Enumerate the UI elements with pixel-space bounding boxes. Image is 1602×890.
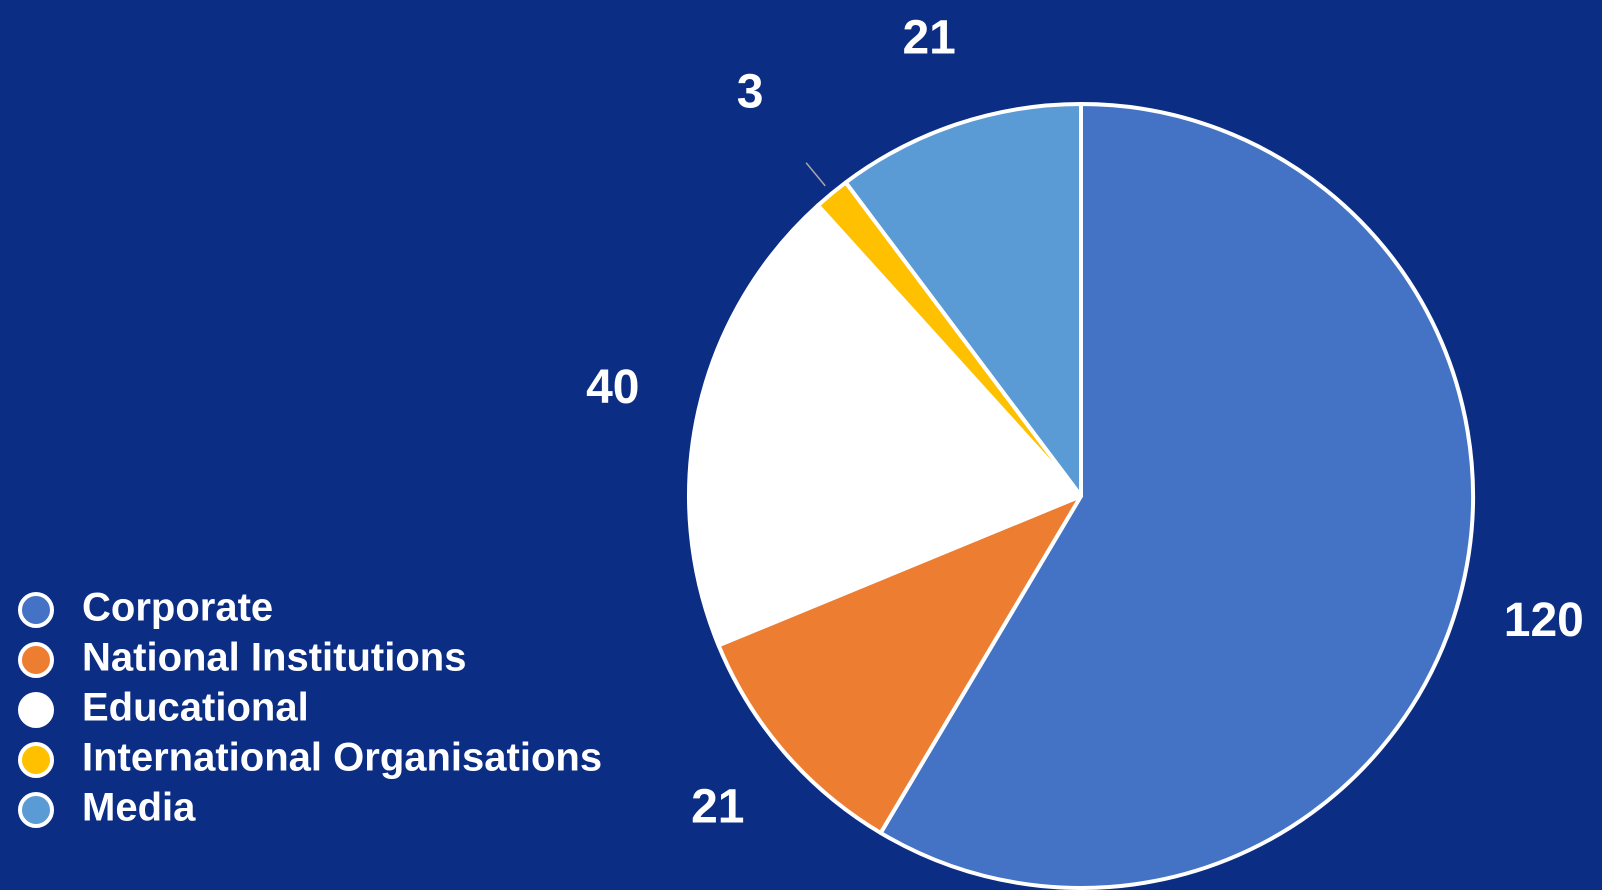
legend-swatch — [18, 792, 54, 828]
value-label: 40 — [586, 361, 639, 414]
value-label: 120 — [1504, 594, 1584, 647]
legend-swatch — [18, 692, 54, 728]
pie-slice — [843, 102, 1083, 498]
legend-swatch — [18, 592, 54, 628]
value-label: 21 — [902, 11, 955, 64]
pie-slice — [878, 102, 1475, 890]
value-label: 3 — [737, 65, 764, 118]
leader-line — [805, 162, 826, 187]
legend-label: Media — [82, 786, 196, 830]
pie-slice — [687, 203, 1083, 648]
legend-swatch — [18, 742, 54, 778]
value-label: 21 — [691, 780, 744, 833]
legend-label: Educational — [82, 686, 309, 730]
pie-slice — [716, 494, 1083, 835]
legend-label: International Organisations — [82, 736, 602, 780]
legend-label: National Institutions — [82, 636, 466, 680]
legend-swatch — [18, 642, 54, 678]
legend-label: Corporate — [82, 586, 273, 630]
